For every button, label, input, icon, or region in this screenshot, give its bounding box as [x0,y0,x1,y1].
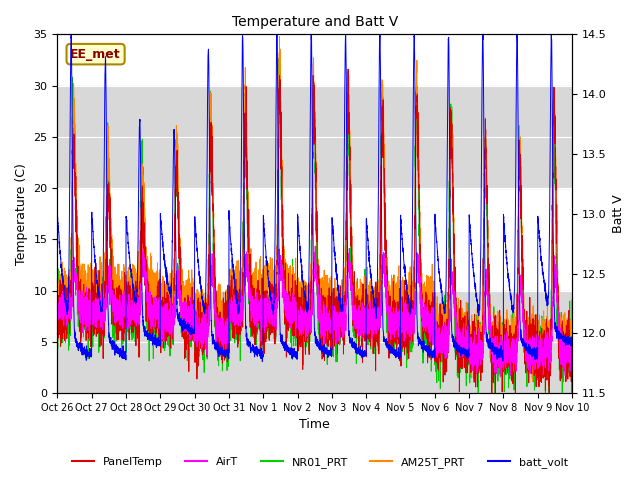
Bar [58,85,572,188]
Legend: PanelTemp, AirT, NR01_PRT, AM25T_PRT, batt_volt: PanelTemp, AirT, NR01_PRT, AM25T_PRT, ba… [68,452,572,472]
Text: EE_met: EE_met [70,48,121,60]
Y-axis label: Batt V: Batt V [612,194,625,233]
Title: Temperature and Batt V: Temperature and Batt V [232,15,398,29]
Bar [58,290,572,393]
Y-axis label: Temperature (C): Temperature (C) [15,163,28,264]
X-axis label: Time: Time [300,419,330,432]
